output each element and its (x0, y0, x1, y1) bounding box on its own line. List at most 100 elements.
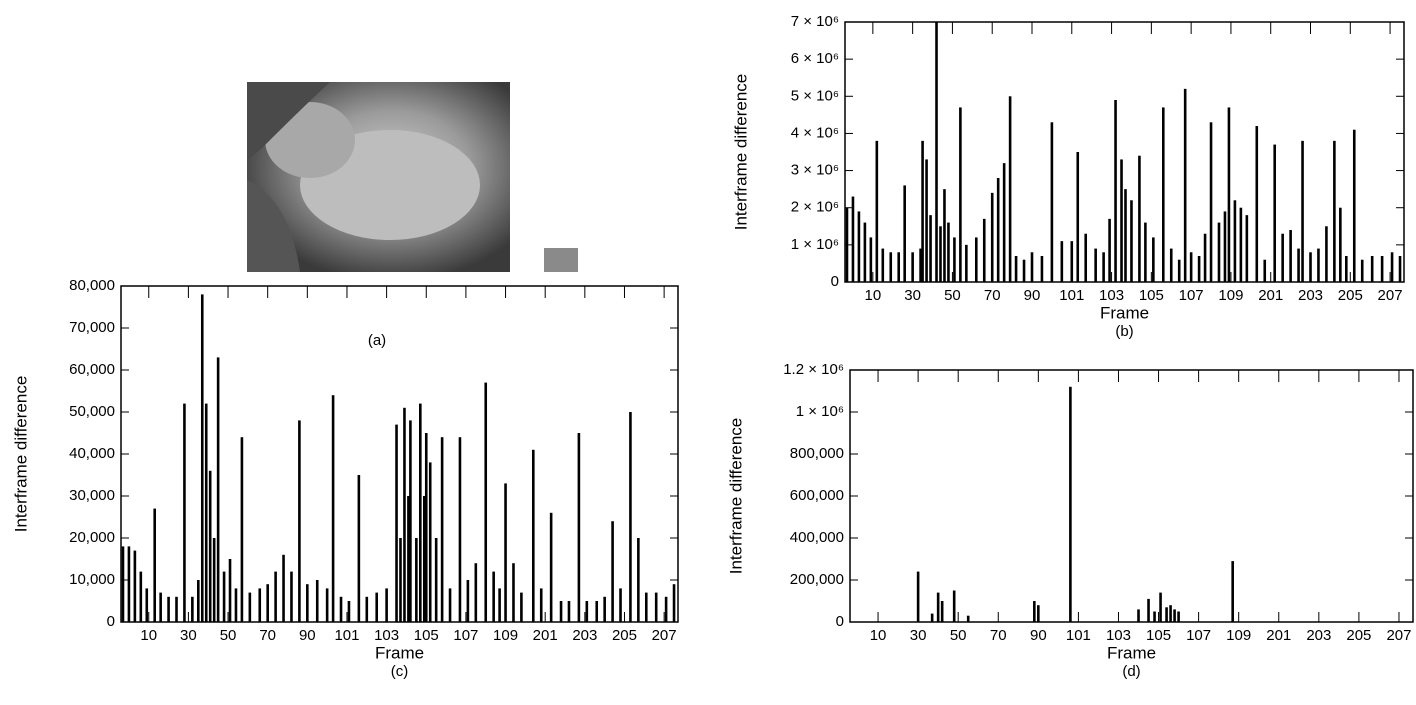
bar (654, 592, 658, 622)
bar (1124, 189, 1127, 282)
y-tick-label: 2 × 10⁶ (791, 199, 839, 216)
bar (990, 192, 994, 282)
bar (274, 571, 277, 622)
y-axis-title: Interframe difference (731, 74, 750, 231)
y-tick-label: 1 × 10⁶ (796, 403, 844, 420)
bar (504, 483, 507, 622)
bar (1130, 200, 1133, 282)
bar (939, 226, 942, 282)
bar (282, 554, 285, 622)
bar (419, 403, 422, 622)
x-tick-label: 101 (1066, 627, 1091, 644)
bar (448, 588, 452, 622)
x-tick-label: 103 (1106, 627, 1131, 644)
bar (208, 470, 212, 622)
bar (1390, 252, 1394, 282)
bar (925, 159, 928, 282)
x-tick-label: 207 (1378, 287, 1403, 304)
bar (1223, 211, 1227, 282)
bar (567, 601, 571, 622)
image-caption: (a) (368, 332, 386, 349)
y-tick-label: 6 × 10⁶ (791, 50, 839, 67)
bar (234, 588, 238, 622)
bar (577, 433, 581, 622)
bar (1281, 233, 1284, 282)
bar (1076, 152, 1080, 282)
bar (919, 248, 922, 282)
x-tick-label: 101 (334, 627, 359, 644)
bar (403, 407, 406, 622)
bar (1033, 601, 1036, 622)
bar (1040, 256, 1044, 282)
bar (875, 140, 879, 282)
bar (897, 252, 901, 282)
panel-caption: (c) (391, 663, 409, 680)
bar (440, 437, 444, 622)
x-tick-label: 103 (1099, 287, 1124, 304)
bar (204, 403, 208, 622)
bar (1245, 215, 1249, 282)
x-tick-label: 107 (1186, 627, 1211, 644)
bar (549, 512, 553, 622)
y-tick-label: 70,000 (69, 319, 115, 336)
bar (869, 237, 873, 282)
bar (965, 244, 968, 282)
bar (881, 248, 885, 282)
bar (1227, 107, 1231, 282)
x-tick-label: 109 (493, 627, 518, 644)
bar (921, 140, 924, 282)
bar (159, 592, 162, 622)
x-tick-label: 107 (453, 627, 478, 644)
bar (298, 420, 301, 622)
bar (952, 590, 956, 622)
bar (857, 211, 861, 282)
bar (395, 424, 398, 622)
x-tick-label: 10 (865, 287, 882, 304)
bar (422, 496, 426, 622)
bar (331, 395, 335, 622)
bar (1183, 88, 1187, 282)
bar (916, 571, 920, 622)
bar (1144, 222, 1147, 282)
bar (1239, 207, 1243, 282)
bar (520, 592, 523, 622)
bar (935, 22, 938, 282)
x-tick-label: 109 (1226, 627, 1251, 644)
y-tick-label: 50,000 (69, 403, 115, 420)
bar (889, 252, 893, 282)
x-tick-label: 203 (1306, 627, 1331, 644)
bar (228, 559, 232, 622)
bar (1070, 241, 1074, 282)
x-tick-label: 10 (870, 627, 887, 644)
y-tick-label: 3 × 10⁶ (791, 162, 839, 179)
bar (512, 563, 515, 622)
x-tick-label: 201 (1258, 287, 1283, 304)
bar (1014, 256, 1018, 282)
bar (175, 596, 178, 622)
x-tick-label: 201 (1266, 627, 1291, 644)
bar (347, 601, 351, 622)
bar (1263, 259, 1267, 282)
bar (1197, 256, 1201, 282)
bar (365, 596, 369, 622)
x-tick-label: 50 (950, 627, 967, 644)
bar (409, 420, 412, 622)
bar (1333, 140, 1336, 282)
y-tick-label: 200,000 (790, 571, 844, 588)
x-axis-title: Frame (1107, 643, 1156, 662)
bar (1189, 252, 1193, 282)
bar (399, 538, 402, 622)
bar (1325, 226, 1328, 282)
bar (903, 185, 906, 282)
bar (127, 546, 131, 622)
bar (629, 412, 632, 622)
bar (1309, 252, 1312, 282)
bar (603, 596, 606, 622)
bar (167, 596, 170, 622)
bar (357, 475, 361, 622)
x-tick-label: 203 (1298, 287, 1323, 304)
y-tick-label: 30,000 (69, 487, 115, 504)
bar (1002, 163, 1006, 282)
bar (1297, 248, 1300, 282)
bar (1289, 230, 1292, 282)
